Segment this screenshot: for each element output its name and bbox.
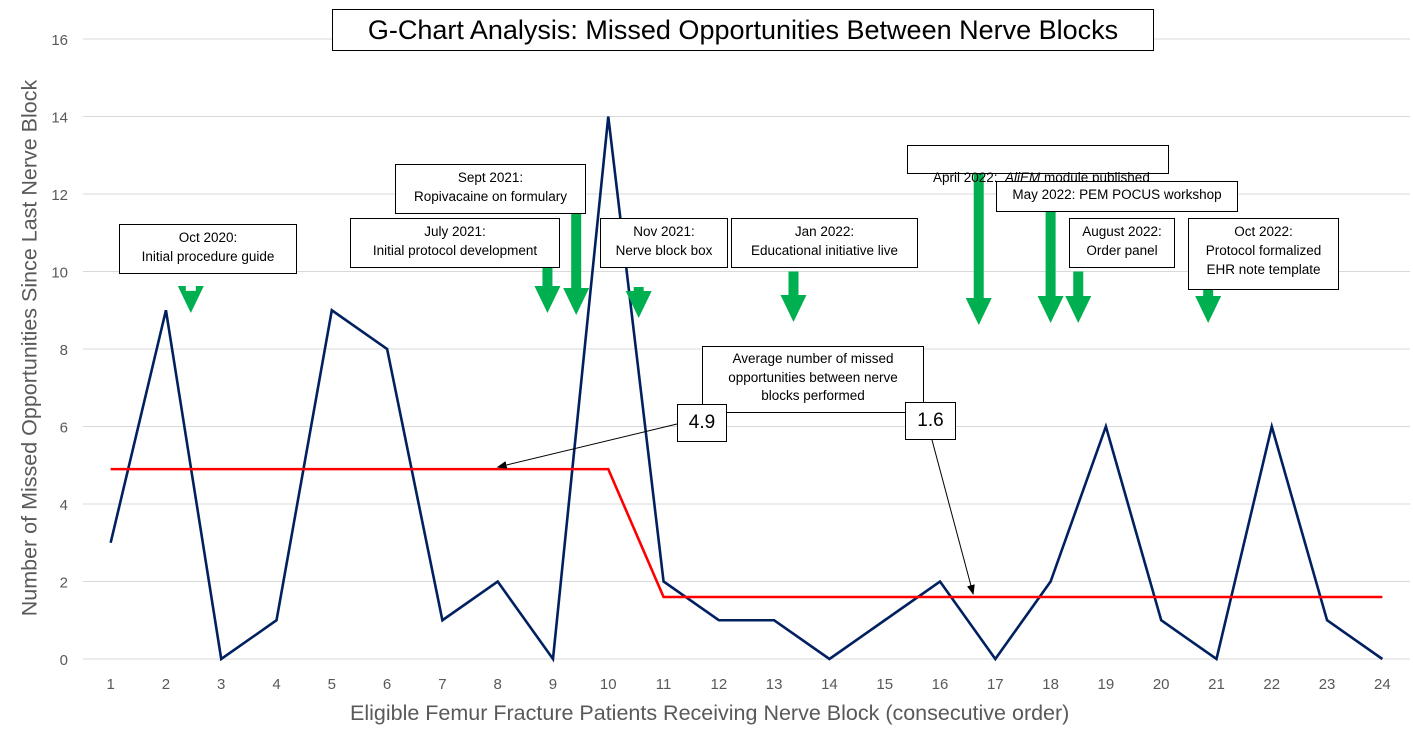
intervention-arrow <box>1065 271 1092 323</box>
annotation-line: July 2021: <box>424 224 486 239</box>
intervention-arrow <box>563 186 590 315</box>
x-tick-label: 17 <box>987 676 1004 693</box>
average-note: Average number of missed opportunities b… <box>702 346 924 413</box>
y-tick-label: 12 <box>51 187 68 204</box>
annotation-line: Oct 2022: <box>1234 224 1293 239</box>
intervention-arrow <box>1037 201 1064 323</box>
annotation-line: Sept 2021: <box>457 170 524 185</box>
x-tick-label: 4 <box>272 676 280 693</box>
y-tick-label: 14 <box>51 110 68 127</box>
average-line <box>110 467 1383 599</box>
y-tick-label: 2 <box>60 575 68 592</box>
annotation-line: April 2022: <box>932 170 1005 185</box>
x-tick-label: 2 <box>162 676 170 693</box>
annotation-line: Jan 2022: <box>794 224 855 239</box>
x-tick-label: 15 <box>876 676 893 693</box>
intervention-arrow <box>780 271 807 322</box>
x-tick-label: 3 <box>217 676 225 693</box>
run-line <box>109 116 1384 663</box>
annotation-line: EHR note template <box>1206 262 1321 277</box>
x-tick-label: 16 <box>932 676 949 693</box>
annotation-line: May 2022: PEM POCUS workshop <box>1012 187 1222 202</box>
annotation-line: Order panel <box>1086 243 1158 258</box>
annotation-may-2022: May 2022: PEM POCUS workshop <box>996 181 1238 212</box>
average-note-line: opportunities between nerve <box>728 369 898 385</box>
annotation-line: Ropivacaine on formulary <box>413 189 568 204</box>
intervention-arrow <box>625 287 652 318</box>
annotation-august-2022: August 2022: Order panel <box>1069 218 1175 268</box>
x-tick-label: 5 <box>328 676 336 693</box>
x-tick-labels: 1 2 3 4 5 6 7 8 9 10 11 12 13 14 15 16 17 18 19 20 21 22 23 24 <box>106 676 1390 693</box>
series-lines <box>109 116 1384 663</box>
x-tick-label: 20 <box>1153 676 1170 693</box>
annotation-sept-2021: Sept 2021: Ropivacaine on formulary <box>395 164 586 214</box>
x-tick-label: 9 <box>549 676 557 693</box>
x-tick-label: 1 <box>106 676 114 693</box>
x-tick-label: 6 <box>383 676 391 693</box>
y-tick-label: 4 <box>60 497 68 514</box>
x-tick-label: 18 <box>1042 676 1059 693</box>
annotation-line: Nerve block box <box>615 243 713 258</box>
annotation-line: Nov 2021: <box>633 224 695 239</box>
annotation-july-2021: July 2021: Initial protocol development <box>350 218 560 268</box>
average-label-before: 4.9 <box>677 404 727 442</box>
annotation-line: Oct 2020: <box>178 230 238 245</box>
x-tick-label: 23 <box>1319 676 1336 693</box>
x-tick-label: 21 <box>1208 676 1225 693</box>
intervention-arrows <box>177 170 1222 325</box>
chart-title: G-Chart Analysis: Missed Opportunities B… <box>332 9 1154 51</box>
intervention-arrow <box>534 267 561 313</box>
x-tick-label: 14 <box>821 676 838 693</box>
x-tick-label: 10 <box>600 676 617 693</box>
x-tick-label: 12 <box>711 676 728 693</box>
average-label-after: 1.6 <box>905 402 956 440</box>
y-tick-label: 0 <box>60 652 68 669</box>
intervention-arrow <box>965 170 992 325</box>
callout-arrow-after <box>931 439 975 595</box>
x-tick-label: 24 <box>1374 676 1391 693</box>
x-tick-label: 7 <box>438 676 446 693</box>
annotation-oct-2022: Oct 2022: Protocol formalized EHR note t… <box>1188 218 1339 290</box>
annotation-line: Initial protocol development <box>372 243 538 258</box>
callout-arrow-before <box>496 423 678 469</box>
x-tick-label: 8 <box>494 676 502 693</box>
average-note-line: blocks performed <box>761 388 865 403</box>
intervention-arrow <box>1195 283 1222 323</box>
annotation-nov-2021: Nov 2021: Nerve block box <box>600 218 728 268</box>
average-note-line: Average number of missed <box>732 351 894 366</box>
y-axis-title: Number of Missed Opportunities Since Las… <box>17 79 42 617</box>
annotation-line: August 2022: <box>1082 224 1162 239</box>
y-tick-label: 6 <box>60 420 68 437</box>
x-tick-label: 22 <box>1263 676 1280 693</box>
y-tick-label: 16 <box>51 32 68 49</box>
annotation-jan-2022: Jan 2022: Educational initiative live <box>731 218 918 268</box>
x-tick-label: 19 <box>1098 676 1115 693</box>
y-tick-labels: 0 2 4 6 8 10 12 14 16 <box>51 32 68 669</box>
annotation-line: Educational initiative live <box>750 243 899 258</box>
annotation-oct-2020: Oct 2020: Initial procedure guide <box>119 224 297 274</box>
intervention-arrow <box>177 286 204 313</box>
annotation-line: Protocol formalized <box>1205 243 1322 258</box>
x-tick-label: 11 <box>656 676 672 693</box>
average-callout-arrows <box>496 423 975 595</box>
annotation-april-2022: April 2022: AliEM module published <box>907 145 1169 185</box>
x-axis-title: Eligible Femur Fracture Patients Receivi… <box>350 701 1070 725</box>
y-tick-label: 8 <box>60 342 68 359</box>
x-tick-label: 13 <box>766 676 783 693</box>
y-tick-label: 10 <box>51 265 68 282</box>
annotation-line: Initial procedure guide <box>141 249 275 264</box>
